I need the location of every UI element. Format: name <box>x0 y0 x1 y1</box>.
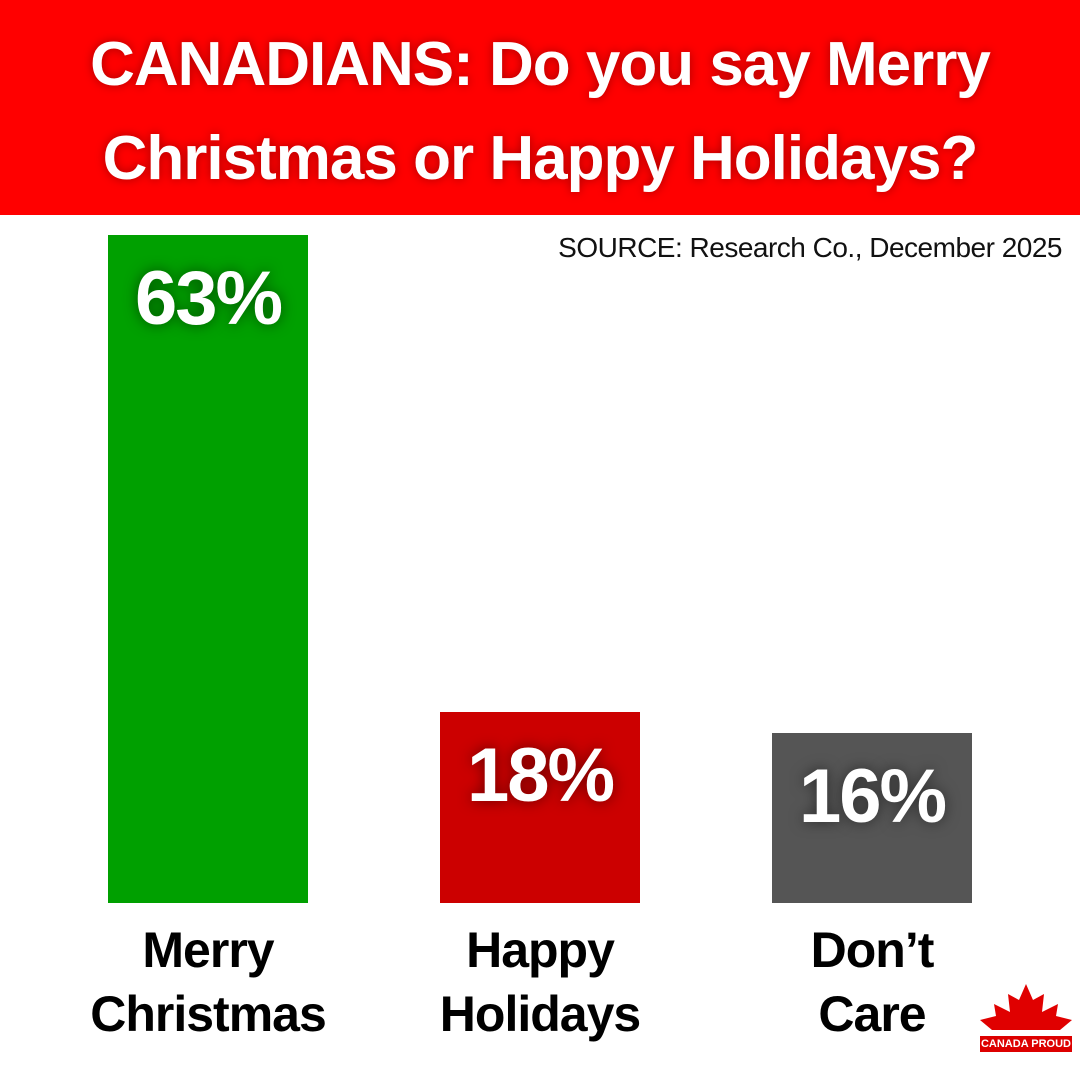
logo-leaf <box>980 984 1072 1030</box>
header-band: CANADIANS: Do you say Merry Christmas or… <box>0 0 1080 215</box>
chart-title: CANADIANS: Do you say Merry Christmas or… <box>90 30 991 193</box>
bar <box>440 712 640 903</box>
category-label: Don’t Care <box>810 922 935 1042</box>
bar <box>108 235 308 903</box>
value-label: 63% <box>134 256 283 341</box>
source-note: SOURCE: Research Co., December 2025 <box>558 232 1062 263</box>
category-label: Happy Holidays <box>439 922 641 1042</box>
bar <box>772 733 972 903</box>
logo-text: CANADA PROUD <box>980 1036 1072 1052</box>
category-label: Merry Christmas <box>90 922 327 1042</box>
value-label: 18% <box>466 733 615 819</box>
value-label: 16% <box>798 754 947 840</box>
